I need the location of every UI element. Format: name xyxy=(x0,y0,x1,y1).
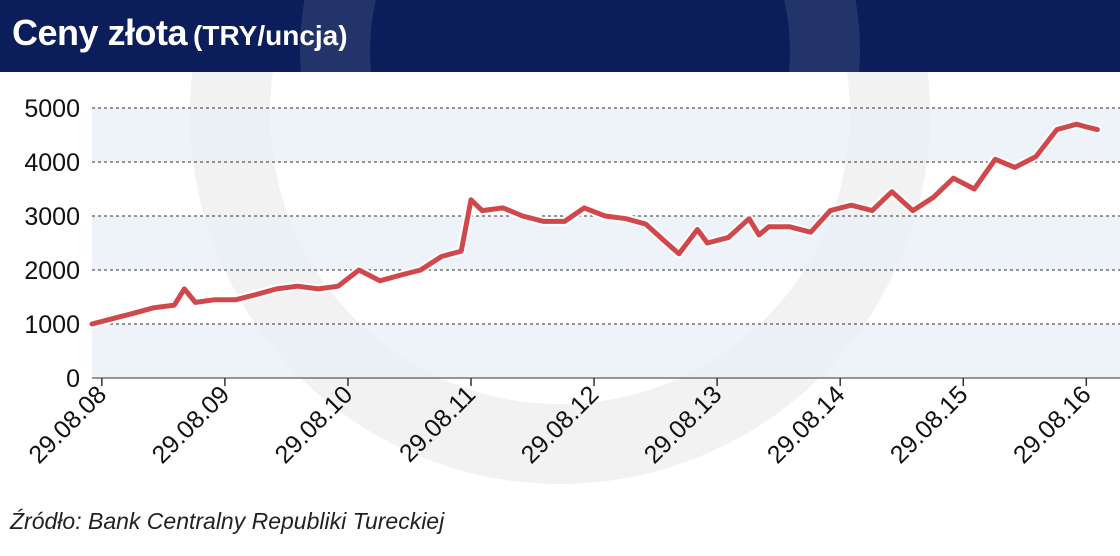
grid-band xyxy=(92,324,1120,378)
source-note: Źródło: Bank Centralny Republiki Turecki… xyxy=(10,508,445,534)
y-tick-label: 5000 xyxy=(24,95,80,123)
y-tick-label: 2000 xyxy=(24,257,80,285)
y-tick-label: 3000 xyxy=(24,203,80,231)
y-tick-label: 4000 xyxy=(24,149,80,177)
x-tick-label: 29.08.16 xyxy=(1008,380,1097,469)
y-tick-label: 0 xyxy=(66,365,80,393)
watermark-circle xyxy=(300,0,860,72)
chart-title-main: Ceny złota xyxy=(12,12,188,53)
chart-header: Ceny złota (TRY/uncja) xyxy=(0,0,1120,72)
chart-title-unit: (TRY/uncja) xyxy=(193,20,348,51)
grid-band xyxy=(92,216,1120,270)
gold-price-chart: 0 1000 2000 3000 4000 5000 29.08.08 29.08.09 29.… xyxy=(23,72,1120,484)
x-tick-label: 29.08.15 xyxy=(885,380,974,469)
y-tick-label: 1000 xyxy=(24,311,80,339)
series-line xyxy=(89,121,1100,327)
grid-band xyxy=(92,108,1120,162)
x-tick-label: 29.08.09 xyxy=(147,380,236,469)
x-tick-label: 29.08.08 xyxy=(23,380,112,469)
chart-title: Ceny złota (TRY/uncja) xyxy=(12,12,348,54)
x-tick-label: 29.08.10 xyxy=(270,380,359,469)
